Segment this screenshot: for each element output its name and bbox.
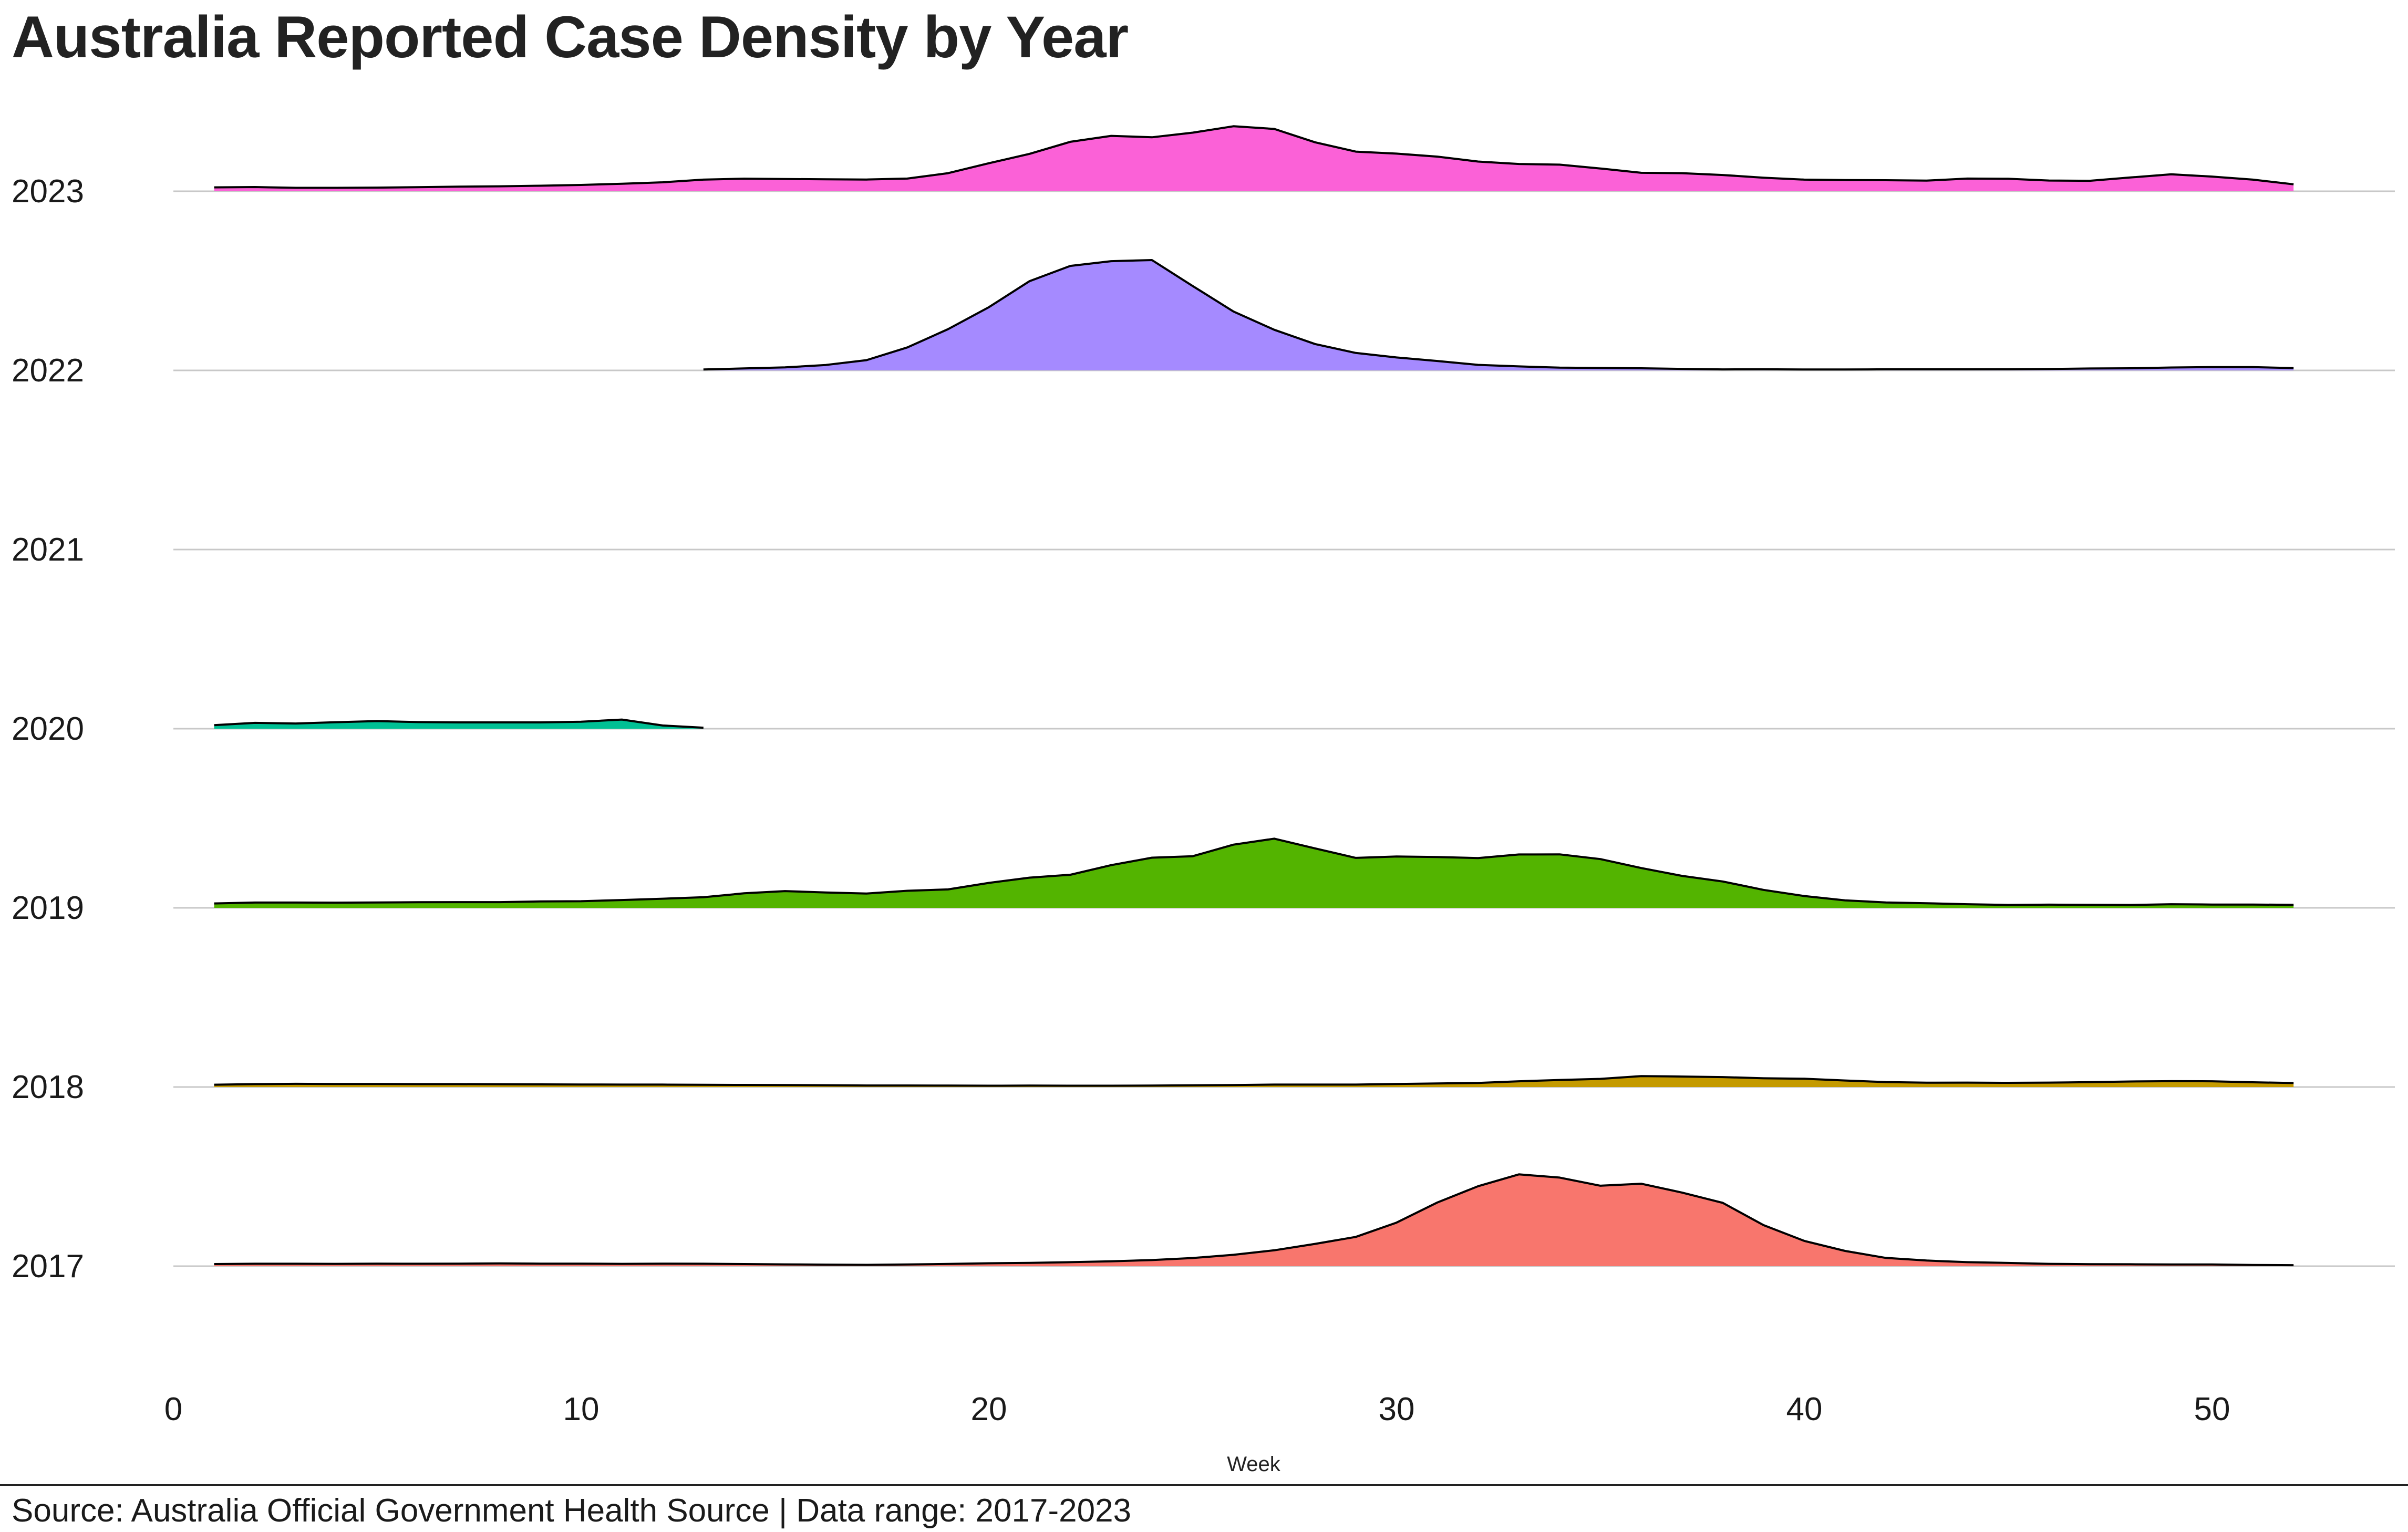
x-axis-tick-labels: 0 10 20 30 40 50 [164, 1391, 2230, 1427]
x-tick-label-40: 40 [1786, 1391, 1823, 1427]
y-tick-label-2023: 2023 [12, 173, 84, 210]
ridge-area-2022 [703, 260, 2294, 370]
ridge-area-2019 [214, 839, 2294, 908]
chart-caption: Source: Australia Official Government He… [12, 1493, 1132, 1529]
ridge-line-2023 [214, 125, 2294, 189]
caption-divider [0, 1484, 2408, 1486]
ridge-line-2020 [214, 718, 704, 729]
y-tick-label-2022: 2022 [12, 353, 84, 389]
y-tick-label-2018: 2018 [12, 1069, 84, 1105]
x-tick-label-20: 20 [971, 1391, 1007, 1427]
chart-title: Australia Reported Case Density by Year [12, 4, 1129, 70]
x-tick-label-50: 50 [2194, 1391, 2230, 1427]
x-axis-title: Week [1227, 1453, 1281, 1476]
y-axis-tick-labels: 2017 2018 2019 2020 2021 2022 2023 [12, 173, 84, 1285]
ridge-area-2017 [214, 1174, 2294, 1266]
ridge-line-2019 [214, 837, 2294, 906]
y-tick-label-2020: 2020 [12, 711, 84, 747]
y-tick-label-2021: 2021 [12, 532, 84, 568]
ridge-line-2017 [214, 1173, 2294, 1267]
x-tick-label-10: 10 [563, 1391, 600, 1427]
x-tick-label-30: 30 [1379, 1391, 1415, 1427]
ridge-line-2018 [214, 1075, 2294, 1087]
x-tick-label-0: 0 [164, 1391, 182, 1427]
ridge-line-2022 [703, 259, 2294, 371]
y-tick-label-2019: 2019 [12, 890, 84, 926]
y-tick-label-2017: 2017 [12, 1248, 84, 1285]
ridges [214, 125, 2294, 1267]
ridge-area-2023 [214, 126, 2294, 191]
